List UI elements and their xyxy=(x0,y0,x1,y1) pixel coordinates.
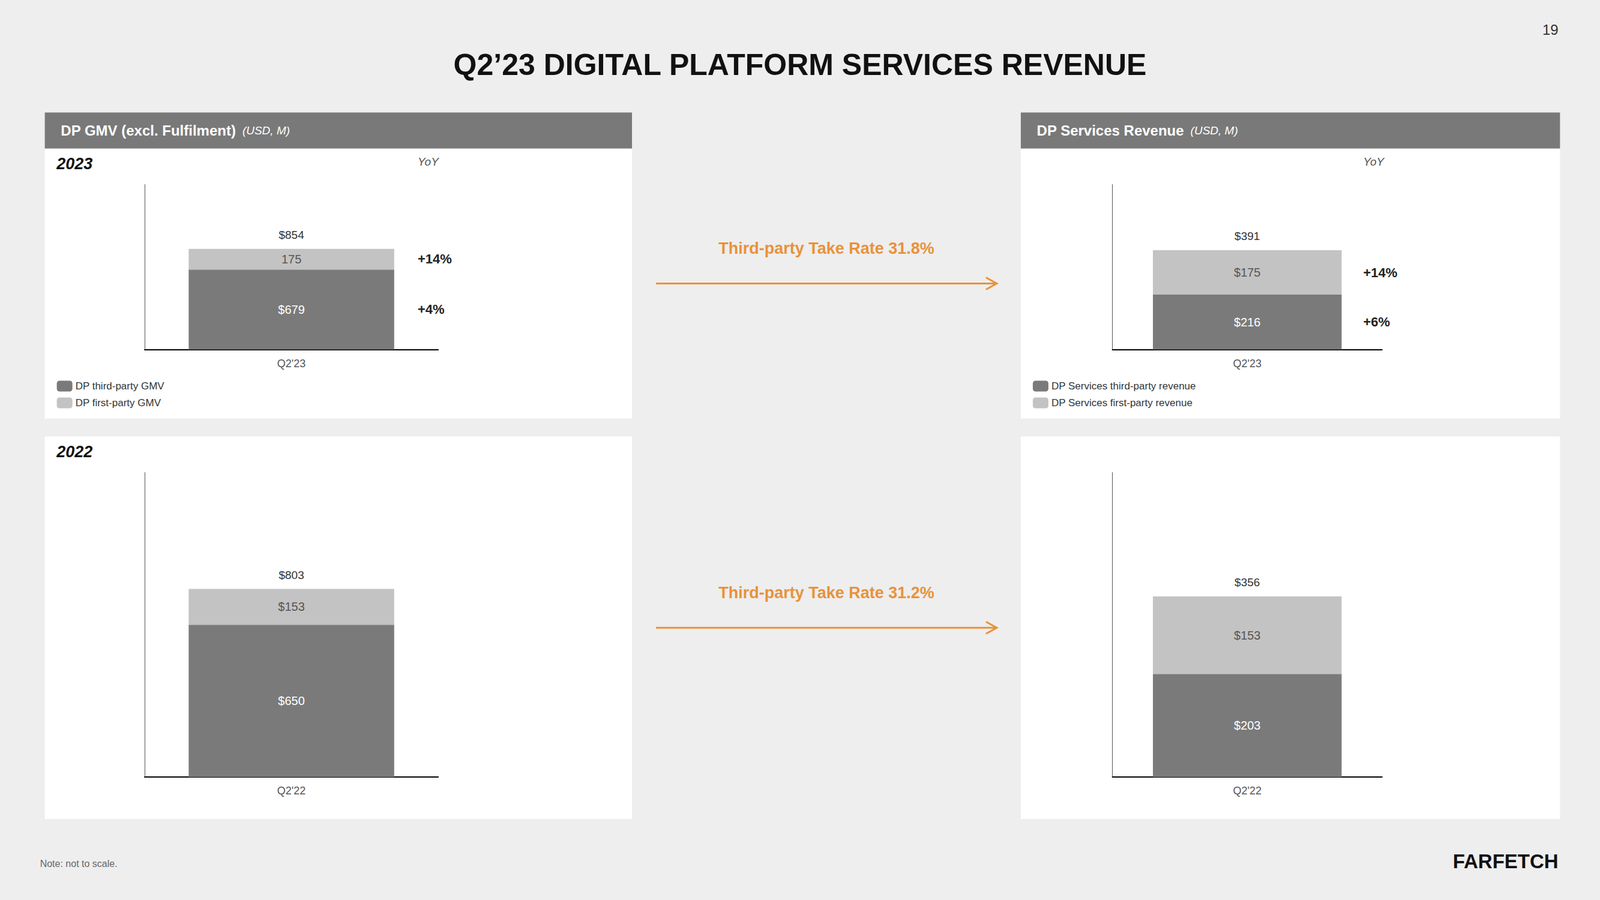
svg-text:Third-party Take Rate 31.2%: Third-party Take Rate 31.2% xyxy=(718,583,935,602)
svg-text:DP GMV (excl. Fulfilment): DP GMV (excl. Fulfilment) xyxy=(60,122,236,139)
svg-text:YoY: YoY xyxy=(417,155,440,169)
svg-text:+6%: +6% xyxy=(1362,314,1390,330)
svg-text:175: 175 xyxy=(281,252,302,266)
svg-text:$803: $803 xyxy=(278,568,304,582)
svg-text:Q2'22: Q2'22 xyxy=(1233,784,1262,797)
svg-text:Note: not to scale.: Note: not to scale. xyxy=(40,858,118,870)
svg-text:$356: $356 xyxy=(1234,576,1260,589)
svg-text:$216: $216 xyxy=(1233,315,1261,329)
svg-text:$650: $650 xyxy=(277,694,305,708)
svg-text:(USD, M): (USD, M) xyxy=(1184,124,1239,137)
svg-text:+4%: +4% xyxy=(417,301,445,317)
svg-text:$391: $391 xyxy=(1234,229,1260,243)
svg-text:Q2’23 DIGITAL PLATFORM SERVICE: Q2’23 DIGITAL PLATFORM SERVICES REVENUE xyxy=(453,48,1147,82)
svg-text:Third-party Take Rate 31.8%: Third-party Take Rate 31.8% xyxy=(718,239,935,258)
svg-text:Q2'23: Q2'23 xyxy=(1233,357,1262,370)
svg-text:DP Services first-party revenu: DP Services first-party revenue xyxy=(1051,397,1193,409)
svg-text:$153: $153 xyxy=(1233,628,1261,643)
svg-text:Q2'22: Q2'22 xyxy=(277,784,306,797)
svg-text:DP first-party GMV: DP first-party GMV xyxy=(75,397,162,409)
svg-text:$175: $175 xyxy=(1233,265,1261,280)
svg-text:19: 19 xyxy=(1542,21,1559,38)
svg-text:2022: 2022 xyxy=(55,442,93,461)
svg-text:$153: $153 xyxy=(277,600,305,614)
svg-text:(USD, M): (USD, M) xyxy=(235,124,290,137)
svg-text:$854: $854 xyxy=(278,228,305,242)
svg-text:FARFETCH: FARFETCH xyxy=(1452,850,1559,873)
svg-text:$679: $679 xyxy=(277,303,305,317)
svg-text:DP third-party GMV: DP third-party GMV xyxy=(75,380,166,392)
svg-text:Q2'23: Q2'23 xyxy=(277,357,306,370)
svg-text:DP Services third-party revenu: DP Services third-party revenue xyxy=(1051,380,1197,392)
svg-text:YoY: YoY xyxy=(1362,155,1385,169)
svg-text:$203: $203 xyxy=(1233,718,1261,733)
svg-text:DP Services Revenue: DP Services Revenue xyxy=(1037,122,1185,139)
svg-text:+14%: +14% xyxy=(417,251,452,267)
svg-text:2023: 2023 xyxy=(55,154,93,173)
svg-text:+14%: +14% xyxy=(1362,265,1398,281)
